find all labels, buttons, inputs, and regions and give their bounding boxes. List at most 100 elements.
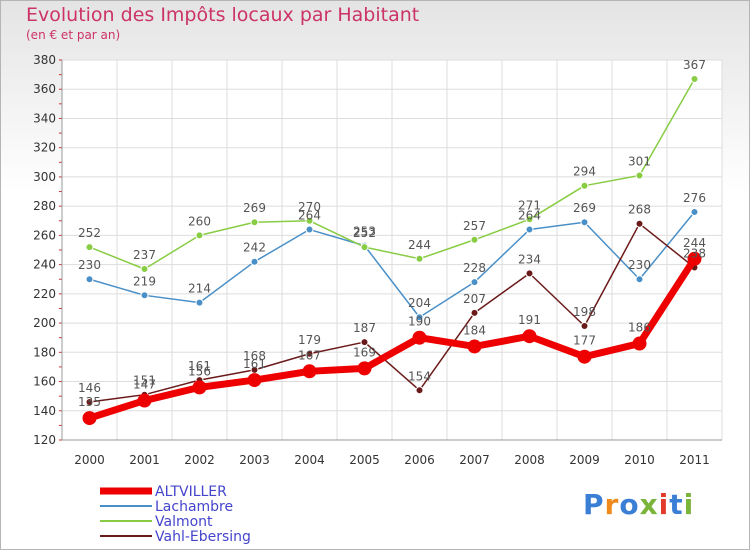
- data-point: [687, 251, 702, 266]
- data-label: 269: [573, 201, 596, 215]
- data-point: [360, 243, 369, 252]
- x-tick-label: 2006: [404, 453, 435, 467]
- data-label: 276: [683, 191, 706, 205]
- data-point: [305, 349, 314, 358]
- data-point: [577, 349, 592, 364]
- data-label: 198: [573, 305, 596, 319]
- x-tick-label: 2005: [349, 453, 380, 467]
- data-label: 270: [298, 200, 321, 214]
- data-point: [137, 393, 152, 408]
- data-label: 167: [298, 348, 321, 362]
- data-point: [415, 313, 424, 322]
- data-label: 214: [188, 282, 211, 296]
- data-point: [85, 398, 94, 406]
- data-label: 237: [133, 248, 156, 262]
- data-point: [247, 373, 262, 388]
- data-point: [85, 243, 94, 252]
- logo-letter: i: [683, 488, 695, 521]
- data-point: [690, 75, 699, 83]
- data-label: 269: [243, 201, 266, 215]
- data-point: [412, 330, 427, 345]
- data-point: [192, 380, 207, 395]
- data-label: 228: [463, 261, 486, 275]
- x-tick-label: 2003: [239, 453, 270, 467]
- data-label: 219: [133, 274, 156, 288]
- proxiti-logo: Proxiti: [583, 488, 694, 521]
- data-label: 271: [518, 198, 541, 212]
- data-point: [415, 386, 424, 395]
- data-label: 234: [518, 252, 541, 266]
- x-tick-label: 2007: [459, 453, 490, 467]
- x-tick-label: 2008: [514, 453, 545, 467]
- data-label: 146: [78, 381, 101, 395]
- y-tick-label: 380: [33, 53, 56, 67]
- legend-label: Valmont: [155, 514, 213, 530]
- data-label: 253: [353, 225, 376, 239]
- data-label: 161: [243, 357, 266, 371]
- y-tick-label: 220: [33, 287, 56, 301]
- y-tick-label: 160: [33, 375, 56, 389]
- data-label: 242: [243, 241, 266, 255]
- x-tick-label: 2001: [129, 453, 160, 467]
- series-line-valmont: [88, 78, 696, 270]
- axes: 120 140 160 180 200 220 240 260 280 300 320 340 360 3…: [33, 53, 722, 467]
- data-label: 156: [188, 364, 211, 378]
- data-label: 244: [683, 236, 706, 250]
- legend-label: Lachambre: [155, 499, 233, 515]
- data-point: [250, 218, 259, 227]
- series-line-altviller: [86, 255, 698, 422]
- chart-title: Evolution des Impôts locaux par Habitant: [26, 4, 420, 26]
- data-label: 168: [243, 349, 266, 363]
- data-labels: 230 219 214 242 264 253 204 228 264 269 230 276 252 2…: [78, 58, 706, 409]
- data-label: 190: [408, 315, 431, 329]
- data-point: [250, 257, 259, 266]
- data-label: 204: [408, 296, 431, 310]
- y-tick-label: 180: [33, 345, 56, 359]
- data-point: [470, 308, 479, 317]
- data-label: 294: [573, 165, 596, 179]
- data-point: [580, 181, 589, 190]
- data-point: [305, 225, 314, 234]
- y-tick-label: 280: [33, 199, 56, 213]
- y-tick-label: 300: [33, 170, 56, 184]
- x-tick-label: 2010: [624, 453, 655, 467]
- series-line-lachambre: [88, 211, 696, 318]
- chart-subtitle: (en € et par an): [26, 28, 121, 42]
- data-label: 264: [298, 209, 321, 223]
- data-point: [415, 254, 424, 263]
- data-point: [470, 235, 479, 244]
- logo-letter: x: [639, 488, 659, 521]
- x-tick-label: 2002: [184, 453, 215, 467]
- x-tick-label: 2000: [74, 453, 105, 467]
- logo-letter: r: [604, 488, 620, 521]
- data-point: [467, 339, 482, 354]
- y-tick-label: 360: [33, 82, 56, 96]
- data-point: [357, 361, 372, 376]
- data-label: 147: [133, 378, 156, 392]
- logo-letter: o: [619, 488, 640, 521]
- data-label: 154: [408, 369, 431, 383]
- data-label: 179: [298, 333, 321, 347]
- data-label: 186: [628, 321, 651, 335]
- data-label: 187: [353, 321, 376, 335]
- data-point: [85, 275, 94, 284]
- data-label: 268: [628, 203, 651, 217]
- data-label: 367: [683, 58, 706, 72]
- data-point: [140, 291, 149, 300]
- data-label: 244: [408, 238, 431, 252]
- data-label: 252: [78, 226, 101, 240]
- legend-label: ALTVILLER: [155, 484, 227, 500]
- y-tick-label: 200: [33, 316, 56, 330]
- data-point: [195, 298, 204, 307]
- data-label: 169: [353, 345, 376, 359]
- data-label: 177: [573, 334, 596, 348]
- y-tick-label: 320: [33, 141, 56, 155]
- logo-letter: P: [583, 488, 605, 521]
- data-label: 207: [463, 292, 486, 306]
- y-tick-label: 240: [33, 258, 56, 272]
- x-tick-label: 2004: [294, 453, 325, 467]
- data-label: 151: [133, 374, 156, 388]
- data-point: [302, 364, 317, 379]
